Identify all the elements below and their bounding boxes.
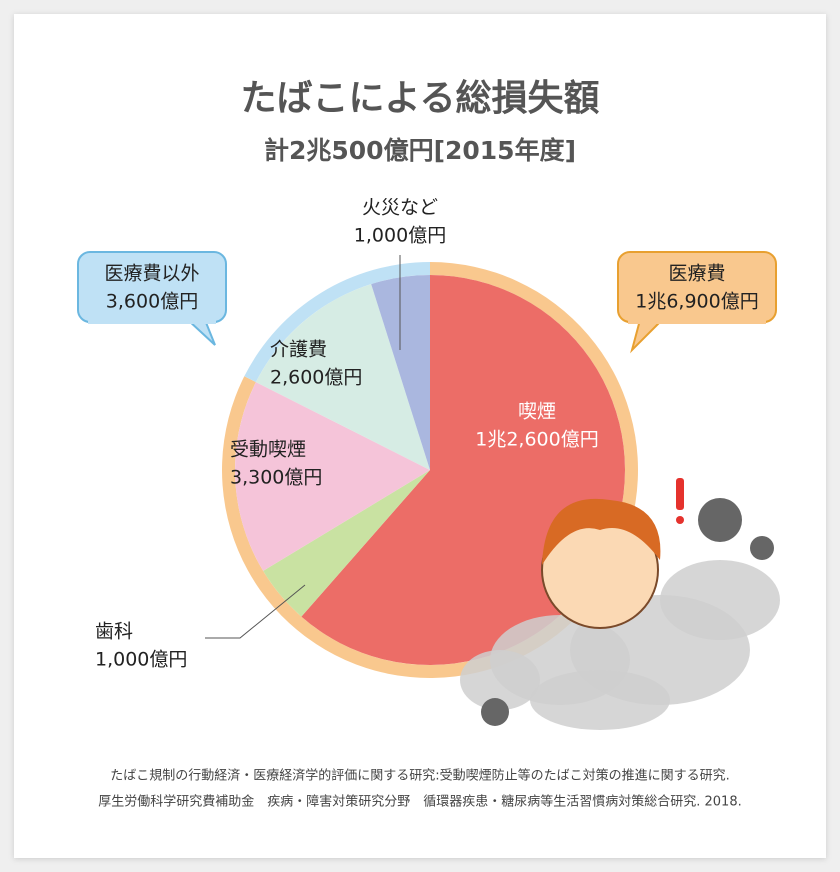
hair [542, 498, 661, 565]
callout-name: 医療費以外 [104, 263, 199, 285]
pie-slice [263, 470, 430, 617]
smoke-cloud [660, 560, 780, 640]
source: たばこ規制の行動経済・医療経済学的評価に関する研究:受動喫煙防止等のたばこ対策の… [110, 768, 730, 784]
slice-label: 喫煙 [518, 401, 556, 423]
value-label: 2,600億円 [270, 367, 362, 389]
smoke-puff [750, 536, 774, 560]
callout-cover [628, 318, 766, 324]
pie-slice [235, 382, 430, 571]
slice-label: 歯科 [95, 621, 133, 643]
callout-tail [630, 319, 663, 354]
smoke-cloud [460, 650, 540, 710]
source: 厚生労働科学研究費補助金 疾病・障害対策研究分野 循環器疾患・糖尿病等生活習慣病… [98, 794, 741, 810]
exclaim [676, 478, 684, 510]
value-label: 3,300億円 [230, 467, 322, 489]
leader-line [205, 584, 306, 639]
slice-label: 火災など [362, 197, 438, 219]
smoke-cloud [530, 670, 670, 730]
callout-name: 医療費 [668, 263, 725, 285]
ring-segment [244, 262, 430, 383]
callout-value: 1兆6,900億円 [635, 291, 758, 313]
callout-cover [88, 318, 216, 324]
callout-tail [187, 319, 216, 346]
slice-label: 介護費 [270, 339, 327, 361]
value-label: 1,000億円 [95, 649, 187, 671]
value-label: 1,000億円 [354, 225, 446, 247]
pie-slice [255, 284, 430, 470]
pie-slice [371, 275, 430, 470]
smoke-puff [481, 698, 509, 726]
slice-label: 受動喫煙 [230, 439, 306, 461]
chart-title: たばこによる総損失額 [241, 78, 600, 119]
smoke-puff [698, 498, 742, 542]
chart-subtitle: 計2兆500億円[2015年度] [264, 136, 576, 165]
callout-value: 3,600億円 [106, 291, 198, 313]
exclaim-dot [676, 516, 684, 524]
value-label: 1兆2,600億円 [475, 429, 598, 451]
